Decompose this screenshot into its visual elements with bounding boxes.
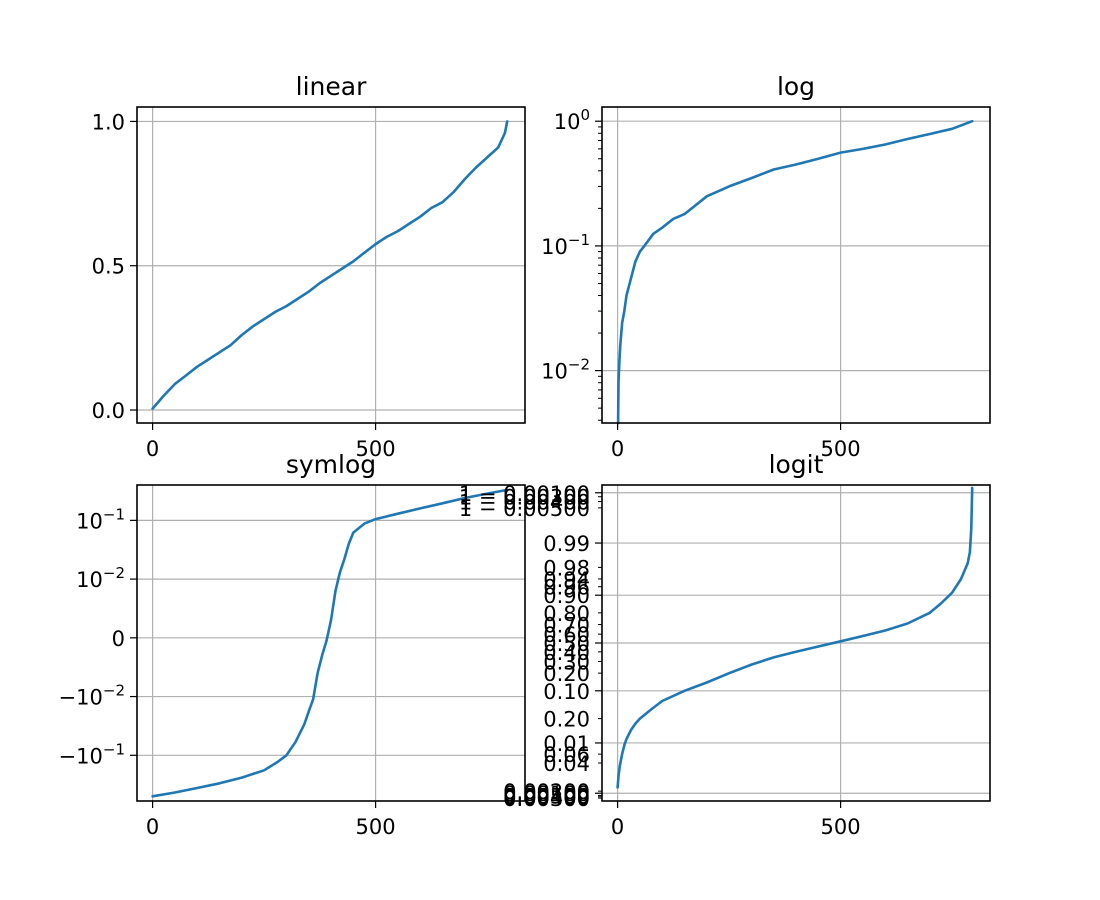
y-tick-label: 100 bbox=[554, 106, 590, 134]
y-tick-label: 0.01 bbox=[543, 732, 590, 756]
y-tick-label: 10−1 bbox=[76, 505, 125, 533]
y-tick-label: 10−2 bbox=[76, 564, 125, 592]
chart-title: log bbox=[777, 72, 815, 101]
y-tick-label: −10−1 bbox=[59, 740, 125, 768]
y-tick-label: 1 − 0.00100 bbox=[459, 482, 590, 506]
x-tick-label: 0 bbox=[611, 437, 624, 461]
y-minor-tick-label: 0.80 bbox=[543, 602, 590, 626]
y-minor-tick-label: 0.94 bbox=[543, 568, 590, 592]
x-tick-label: 500 bbox=[821, 437, 861, 461]
data-line bbox=[616, 486, 974, 789]
y-minor-tick-label: 0.00400 bbox=[503, 786, 590, 810]
y-minor-tick-label: 0.40 bbox=[543, 641, 590, 665]
y-minor-tick-label: 0.00300 bbox=[503, 787, 590, 811]
y-minor-tick-label: 1 − 0.00300 bbox=[459, 486, 590, 510]
y-minor-tick-label: 0.70 bbox=[543, 614, 590, 638]
axes-log: 0 500 10−2 10−1 100 log bbox=[541, 72, 991, 461]
y-minor-tick-label: 0.96 bbox=[543, 576, 590, 600]
y-tick-label: 0.5 bbox=[92, 255, 125, 279]
y-minor-tick-label: 0.00500 bbox=[503, 785, 590, 809]
y-tick-label: 0.0 bbox=[92, 399, 125, 423]
x-tick-label: 500 bbox=[356, 437, 396, 461]
y-minor-tick-label: 0.60 bbox=[543, 623, 590, 647]
y-minor-tick-label: 1 − 0.00500 bbox=[459, 497, 590, 521]
data-line bbox=[616, 119, 974, 425]
axes-symlog: 0 500 −10−1 −10−2 0 10−2 10−1 symlog bbox=[59, 450, 526, 839]
chart-title: symlog bbox=[286, 450, 376, 479]
x-tick-label: 500 bbox=[821, 815, 861, 839]
y-tick-label: 1.0 bbox=[92, 110, 125, 134]
data-line bbox=[151, 120, 509, 410]
x-tick-label: 0 bbox=[146, 815, 159, 839]
chart-title: logit bbox=[769, 450, 824, 479]
y-tick-label: −10−2 bbox=[59, 682, 125, 710]
y-minor-tick-label: 0.98 bbox=[543, 556, 590, 580]
y-tick-label: 10−1 bbox=[541, 231, 590, 259]
y-minor-tick-label: 0.06 bbox=[543, 743, 590, 767]
y-minor-tick-label: 0.04 bbox=[543, 752, 590, 776]
x-tick-label: 500 bbox=[356, 815, 396, 839]
data-line bbox=[151, 488, 509, 798]
axes-logit: 0 500 0.00100 0.01 0.10 0.50 0.90 0.99 1 − 0.001… bbox=[459, 450, 991, 839]
y-minor-tick-label: 0.30 bbox=[543, 650, 590, 674]
axes-linear: 0 500 0.0 0.5 1.0 linear bbox=[92, 72, 526, 461]
y-minor-tick-label: 0.20 bbox=[543, 662, 590, 686]
y-tick-label: 0.99 bbox=[543, 532, 590, 556]
chart-title: linear bbox=[296, 72, 367, 101]
y-tick-label: 0.10 bbox=[543, 680, 590, 704]
y-tick-label: 0 bbox=[112, 627, 125, 651]
y-minor-tick-label: 1 − 0.00400 bbox=[459, 491, 590, 515]
x-tick-label: 0 bbox=[146, 437, 159, 461]
y-minor-tick-label: 0.20 bbox=[543, 708, 590, 732]
y-minor-tick-label: 0.00200 bbox=[503, 780, 590, 804]
y-tick-label: 0.50 bbox=[543, 632, 590, 656]
y-tick-label: 0.90 bbox=[543, 584, 590, 608]
y-tick-label: 10−2 bbox=[541, 356, 590, 384]
y-tick-label: 0.00100 bbox=[503, 782, 590, 806]
x-tick-label: 0 bbox=[611, 815, 624, 839]
